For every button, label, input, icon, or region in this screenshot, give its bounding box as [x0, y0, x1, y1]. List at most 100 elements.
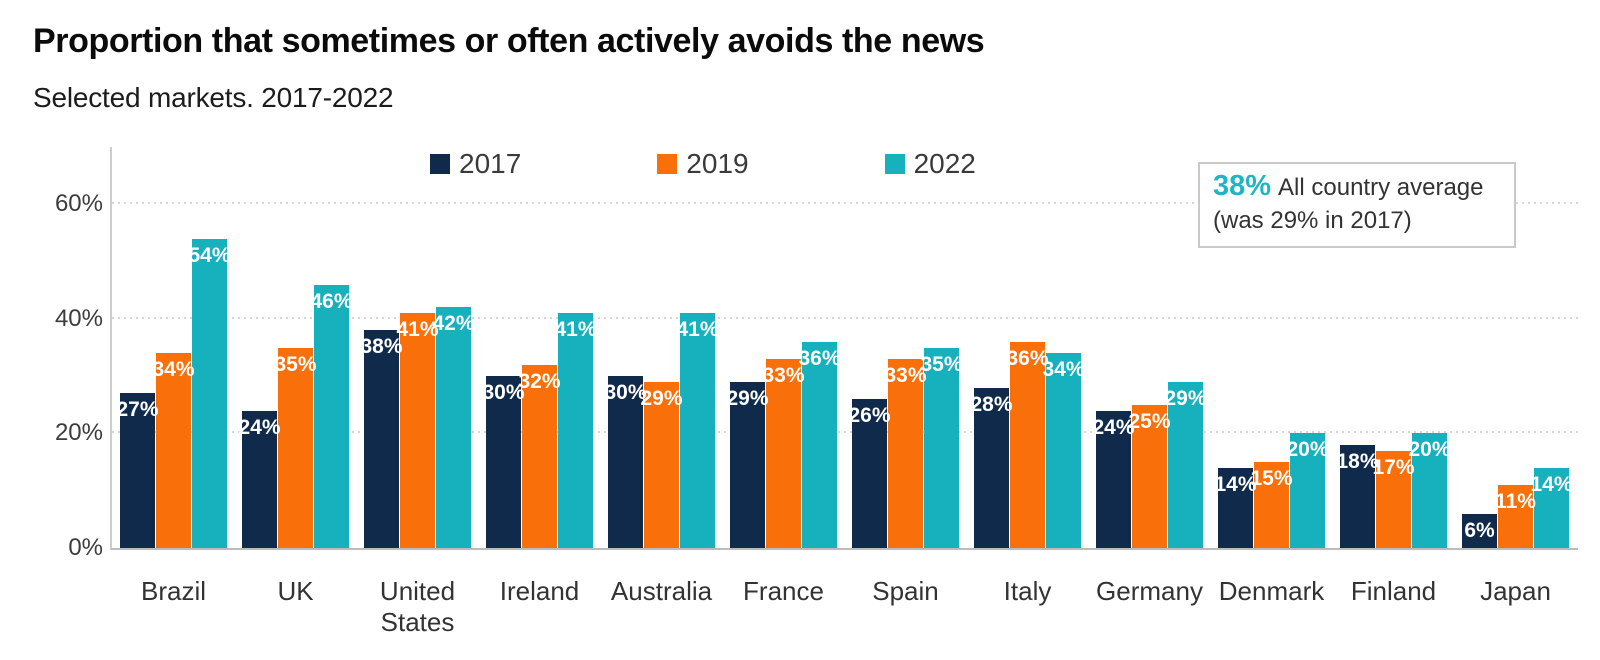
- annotation-line-1: 38% All country average: [1213, 170, 1501, 204]
- x-axis-label-germany: Germany: [1096, 576, 1203, 606]
- annotation-highlight-value: 38%: [1213, 170, 1272, 202]
- bar-2019-japan: 11%: [1495, 485, 1536, 548]
- bar-2017-finland: 18%: [1336, 444, 1379, 548]
- bar-value-label: 11%: [1495, 490, 1536, 513]
- bar-value-label: 26%: [848, 404, 891, 428]
- y-axis-tick-label: 40%: [54, 304, 103, 332]
- annotation-label: All country average: [1278, 174, 1484, 201]
- bar-group-ireland: 30% 32% 41% Ireland: [482, 147, 597, 606]
- bar-value-label: 18%: [1336, 449, 1379, 473]
- bar-value-label: 14%: [1214, 472, 1257, 496]
- chart-subtitle: Selected markets. 2017-2022: [33, 82, 394, 113]
- bar-value-label: 35%: [274, 352, 317, 376]
- x-axis-label-finland: Finland: [1350, 576, 1437, 606]
- bar-value-label: 17%: [1372, 455, 1415, 479]
- legend-swatch-icon: [884, 154, 905, 174]
- bar-2022-uk: 46%: [310, 284, 353, 548]
- bar-group-uk: 24% 35% 46% UK: [238, 147, 353, 606]
- annotation-line-2: (was 29% in 2017): [1213, 207, 1412, 234]
- bar-2017-italy: 28%: [970, 387, 1013, 548]
- gridline: [112, 202, 1578, 205]
- bar-value-label: 6%: [1464, 518, 1495, 542]
- bar-value-label: 25%: [1128, 409, 1171, 433]
- bar-group-italy: 28% 36% 34% Italy: [970, 147, 1085, 606]
- bar-2019-uk: 35%: [274, 347, 317, 548]
- bar-value-label: 33%: [762, 363, 805, 387]
- bar-2017-brazil: 27%: [116, 393, 159, 548]
- bar-group-japan: 6% 11% 14% Japan: [1462, 147, 1573, 606]
- bar-value-label: 20%: [1408, 438, 1451, 462]
- bar-2022-australia: 41%: [676, 313, 719, 548]
- legend-item-2019: 2019: [657, 148, 749, 180]
- legend-swatch-icon: [430, 154, 450, 174]
- bar-2019-germany: 25%: [1128, 404, 1171, 548]
- bar-value-label: 34%: [152, 358, 195, 382]
- bar-2017-france: 29%: [726, 381, 769, 548]
- bar-group-spain: 26% 33% 35% Spain: [848, 147, 963, 606]
- bar-2019-brazil: 34%: [152, 353, 195, 548]
- bar-group-finland: 18% 17% 20% Finland: [1336, 147, 1451, 606]
- x-axis-label-japan: Japan: [1480, 576, 1551, 606]
- bar-value-label: 24%: [1092, 415, 1135, 439]
- bar-2022-finland: 20%: [1408, 433, 1451, 548]
- bar-value-label: 27%: [116, 398, 159, 422]
- bar-value-label: 14%: [1530, 472, 1573, 496]
- bar-value-label: 30%: [604, 381, 647, 405]
- bar-2019-australia: 29%: [640, 381, 683, 548]
- y-axis-tick-label: 0%: [68, 534, 103, 561]
- bar-2022-brazil: 54%: [188, 238, 231, 548]
- gridline: [112, 431, 1578, 434]
- bar-group-denmark: 14% 15% 20% Denmark: [1214, 147, 1329, 606]
- y-axis-tick-label: 60%: [54, 190, 103, 218]
- x-axis-label-spain: Spain: [872, 576, 939, 606]
- bar-2017-japan: 6%: [1462, 513, 1497, 548]
- bar-2022-germany: 29%: [1164, 381, 1207, 548]
- bar-2017-germany: 24%: [1092, 410, 1135, 548]
- legend-label: 2017: [459, 148, 522, 179]
- legend-item-2022: 2022: [884, 148, 976, 180]
- bar-value-label: 38%: [360, 335, 403, 359]
- bar-2022-spain: 35%: [920, 347, 963, 548]
- legend: 2017 2019 2022: [430, 148, 976, 180]
- bar-value-label: 29%: [726, 386, 769, 410]
- bar-value-label: 41%: [396, 318, 439, 342]
- bar-value-label: 36%: [1006, 346, 1049, 370]
- bar-value-label: 41%: [554, 318, 597, 342]
- plot-area: 27% 34% 54% Brazil 24% 35% 46% UK 38% 41% 42% Unite…: [110, 147, 1578, 637]
- bar-2019-finland: 17%: [1372, 450, 1415, 548]
- bar-2022-italy: 34%: [1042, 353, 1085, 548]
- bar-value-label: 32%: [518, 369, 561, 393]
- y-axis-tick-label: 20%: [54, 419, 103, 447]
- bar-value-label: 29%: [1164, 386, 1207, 410]
- annotation-box: 38% All country average (was 29% in 2017): [1198, 162, 1516, 248]
- legend-label: 2022: [913, 148, 976, 179]
- bar-2017-denmark: 14%: [1214, 467, 1257, 548]
- bar-value-label: 41%: [676, 318, 719, 342]
- x-axis-label-brazil: Brazil: [140, 576, 206, 606]
- chart-title: Proportion that sometimes or often activ…: [33, 22, 985, 60]
- bar-group-germany: 24% 25% 29% Germany: [1092, 147, 1207, 606]
- x-axis-label-uk: UK: [277, 576, 314, 606]
- bar-value-label: 30%: [482, 381, 525, 405]
- legend-label: 2019: [686, 148, 749, 179]
- bar-value-label: 46%: [310, 289, 353, 313]
- bar-2022-united-states: 42%: [432, 307, 475, 548]
- bar-2022-ireland: 41%: [554, 313, 597, 548]
- bar-value-label: 15%: [1250, 467, 1293, 491]
- bar-2019-italy: 36%: [1006, 341, 1049, 548]
- bar-2022-france: 36%: [798, 341, 841, 548]
- bar-2019-france: 33%: [762, 358, 805, 548]
- x-axis-label-ireland: Ireland: [499, 576, 580, 606]
- bar-value-label: 28%: [970, 392, 1013, 416]
- x-axis-label-denmark: Denmark: [1218, 576, 1325, 606]
- bar-group-brazil: 27% 34% 54% Brazil: [116, 147, 231, 606]
- bar-2017-uk: 24%: [238, 410, 281, 548]
- x-axis-label-france: France: [743, 576, 824, 606]
- bar-2017-australia: 30%: [604, 376, 647, 548]
- bar-2017-ireland: 30%: [482, 376, 525, 548]
- x-axis-label-united-states: United States: [379, 576, 456, 638]
- bar-value-label: 24%: [238, 415, 281, 439]
- bar-value-label: 35%: [920, 352, 963, 376]
- bar-group-france: 29% 33% 36% France: [726, 147, 841, 606]
- bar-2022-denmark: 20%: [1286, 433, 1329, 548]
